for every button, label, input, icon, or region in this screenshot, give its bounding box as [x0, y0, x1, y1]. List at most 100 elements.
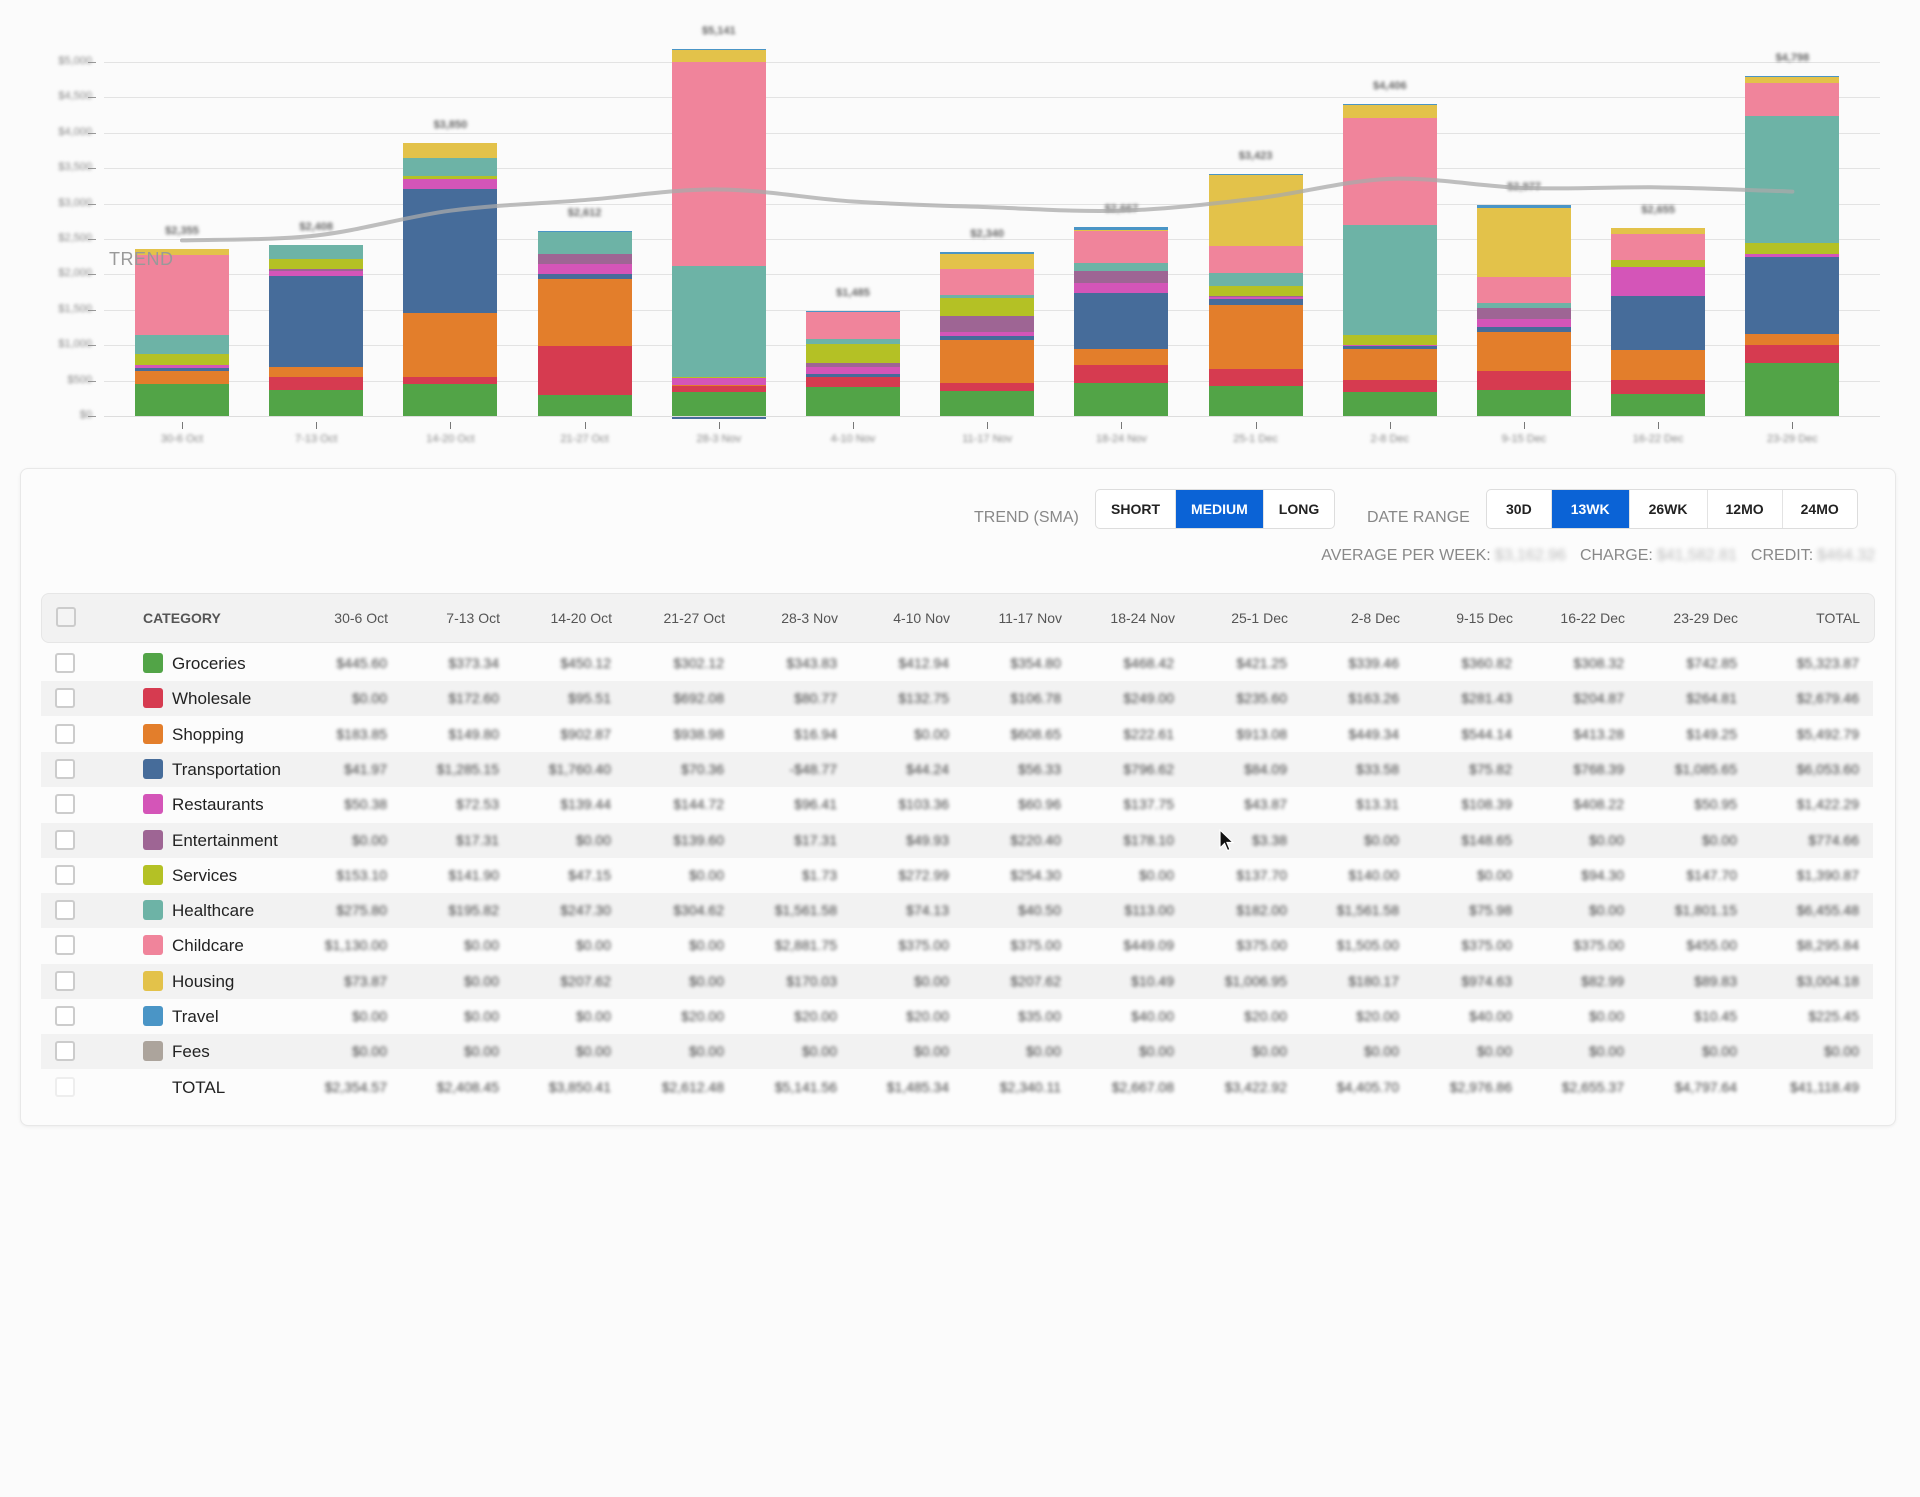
row-checkbox[interactable]: [55, 688, 75, 709]
bar-segment-healthcare: [940, 295, 1035, 299]
bar-segment-transportation: [269, 275, 364, 367]
trend-long-button[interactable]: LONG: [1278, 501, 1320, 517]
bar-segment-housing: [940, 254, 1035, 269]
row-checkbox[interactable]: [55, 970, 75, 991]
bar-segment-restaurants: [1611, 267, 1706, 296]
week-value-cell: $0.00: [1138, 866, 1174, 883]
column-header[interactable]: 9-15 Dec: [1456, 610, 1513, 626]
x-tick-label: 23-29 Dec: [1767, 433, 1818, 445]
row-checkbox[interactable]: [55, 723, 75, 744]
column-header[interactable]: 23-29 Dec: [1673, 610, 1738, 626]
week-value-cell: $49.93: [906, 831, 949, 848]
week-value-cell: $95.51: [568, 690, 611, 707]
range-13wk-button[interactable]: 13WK: [1551, 490, 1630, 528]
week-value-cell: $2,667.08: [1111, 1078, 1174, 1095]
week-value-cell: $70.36: [681, 760, 724, 777]
y-tick-mark: [88, 416, 96, 417]
y-tick-label: $1,000: [58, 338, 92, 351]
week-value-cell: $1,085.65: [1674, 760, 1737, 777]
category-color-swatch: [143, 900, 163, 921]
bar-segment-services: [1342, 335, 1437, 346]
column-header[interactable]: 14-20 Oct: [550, 610, 612, 626]
bar-23-29-dec[interactable]: [1745, 0, 1840, 460]
bar-segment-healthcare: [135, 334, 229, 355]
y-tick-label: $5,000: [58, 55, 92, 67]
category-label: Services: [172, 865, 238, 885]
bar-segment-wholesale: [1074, 365, 1169, 383]
bar-11-17-nov[interactable]: [940, 0, 1035, 460]
bar-segment-shopping: [940, 340, 1035, 384]
week-value-cell: $1.73: [801, 866, 837, 883]
category-label: Childcare: [172, 936, 244, 956]
x-tick-mark: [1255, 422, 1257, 429]
column-header[interactable]: 16-22 Dec: [1560, 610, 1625, 626]
column-header[interactable]: 18-24 Nov: [1110, 610, 1175, 626]
week-value-cell: $0.00: [1363, 1043, 1399, 1060]
bar-segment-groceries: [1074, 382, 1169, 416]
week-value-cell: $84.09: [1244, 760, 1287, 777]
range-24mo-button[interactable]: 24MO: [1800, 501, 1839, 517]
bar-segment-healthcare: [403, 158, 498, 176]
column-header[interactable]: 7-13 Oct: [446, 610, 500, 626]
bar-28-3-nov[interactable]: [671, 0, 766, 460]
bar-segment-restaurants: [269, 270, 364, 276]
category-color-swatch: [143, 1041, 163, 1062]
column-header[interactable]: 30-6 Oct: [334, 610, 388, 626]
week-value-cell: $153.10: [336, 866, 387, 883]
week-value-cell: $139.44: [560, 796, 611, 813]
bar-9-15-dec[interactable]: [1477, 0, 1571, 460]
row-checkbox[interactable]: [55, 758, 75, 779]
column-header[interactable]: 25-1 Dec: [1231, 610, 1288, 626]
select-all-checkbox[interactable]: [56, 607, 76, 627]
column-header[interactable]: 11-17 Nov: [998, 610, 1062, 626]
bar-7-13-oct[interactable]: [269, 0, 364, 460]
column-header[interactable]: 28-3 Nov: [781, 610, 838, 626]
row-checkbox[interactable]: [55, 935, 75, 956]
x-axis-line: [104, 416, 1880, 417]
week-value-cell: $50.95: [1694, 796, 1737, 813]
week-value-cell: $375.00: [1010, 937, 1061, 954]
column-header[interactable]: 21-27 Oct: [663, 610, 725, 626]
row-checkbox[interactable]: [55, 794, 75, 815]
bar-segment-wholesale: [537, 345, 632, 395]
row-total-cell: $774.66: [1808, 831, 1859, 848]
column-header[interactable]: 2-8 Dec: [1350, 610, 1400, 626]
bar-segment-groceries: [1611, 394, 1706, 416]
row-checkbox[interactable]: [55, 1006, 75, 1026]
week-value-cell: $0.00: [351, 1043, 387, 1060]
row-checkbox[interactable]: [55, 653, 75, 673]
range-26wk-button[interactable]: 26WK: [1630, 490, 1708, 528]
row-checkbox[interactable]: [55, 1041, 75, 1062]
trend-short-button[interactable]: SHORT: [1096, 490, 1176, 528]
week-value-cell: $412.94: [898, 655, 949, 671]
bar-18-24-nov[interactable]: [1074, 0, 1169, 460]
trend-medium-button[interactable]: MEDIUM: [1176, 490, 1264, 528]
charge: CHARGE: $41,582.81: [1580, 547, 1737, 565]
bar-21-27-oct[interactable]: [537, 0, 632, 460]
week-value-cell: $20.00: [794, 1008, 837, 1024]
bar-4-10-nov[interactable]: [806, 0, 900, 460]
credit-value: $464.32: [1817, 547, 1875, 564]
row-checkbox[interactable]: [55, 829, 75, 850]
x-tick-label: 30-6 Oct: [160, 433, 204, 445]
range-30d-button[interactable]: 30D: [1487, 490, 1552, 528]
bar-segment-restaurants: [1477, 318, 1571, 327]
bar-segment-childcare: [1477, 276, 1571, 304]
bar-segment-transportation: [1745, 257, 1840, 335]
bar-16-22-dec[interactable]: [1611, 0, 1706, 460]
avg-per-week: AVERAGE PER WEEK: $3,162.96: [1321, 547, 1566, 565]
row-checkbox[interactable]: [55, 900, 75, 921]
bar-segment-services: [806, 344, 900, 364]
category-label: Transportation: [172, 759, 281, 779]
week-value-cell: $1,485.34: [886, 1078, 949, 1095]
column-header[interactable]: 4-10 Nov: [893, 610, 950, 626]
week-value-cell: $220.40: [1010, 831, 1061, 848]
bar-25-1-dec[interactable]: [1208, 0, 1303, 460]
column-header[interactable]: TOTAL: [1816, 610, 1860, 626]
week-value-cell: $204.87: [1573, 690, 1624, 707]
bar-30-6-oct[interactable]: [135, 0, 229, 460]
range-12mo-button[interactable]: 12MO: [1708, 490, 1783, 528]
row-checkbox[interactable]: [55, 864, 75, 885]
bar-2-8-dec[interactable]: [1342, 0, 1437, 460]
week-value-cell: $41.97: [344, 760, 387, 777]
